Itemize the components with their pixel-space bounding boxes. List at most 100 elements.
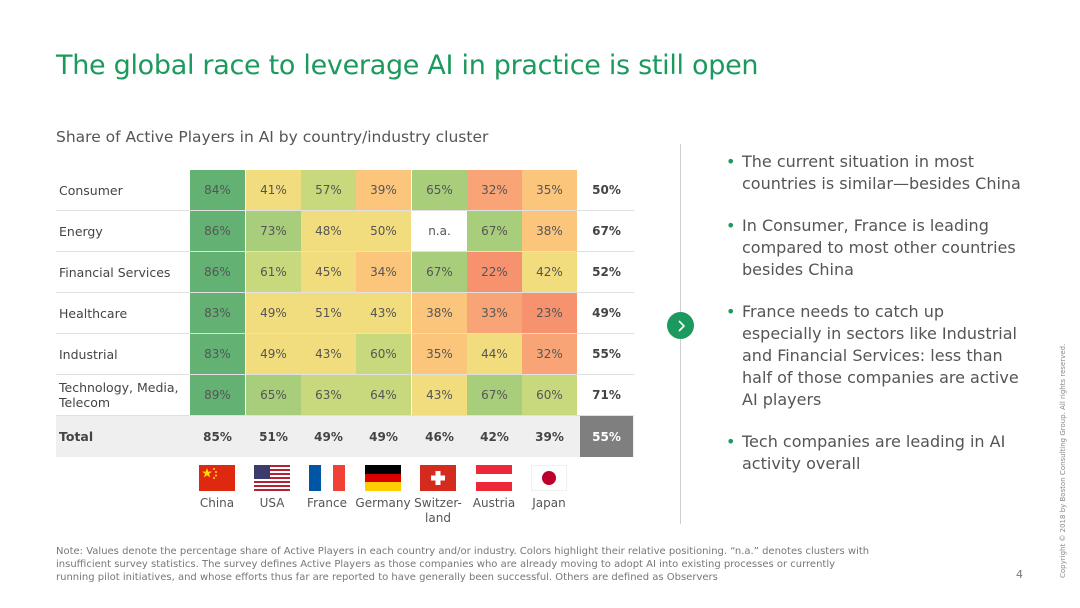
heatmap-cell: 49% xyxy=(246,334,301,374)
country-label: Germany xyxy=(355,496,411,510)
heatmap-cell: 43% xyxy=(356,293,411,333)
takeaway-3: • France needs to catch up especially in … xyxy=(726,302,1019,409)
heatmap-cell: 32% xyxy=(522,334,577,374)
heatmap-cell: 86% xyxy=(190,211,245,251)
heatmap-total-row: Total 85% 51% 49% 49% 46% 42% 39% 55% xyxy=(56,416,634,457)
heatmap-cell: 50% xyxy=(356,211,411,251)
heatmap-cell: 67% xyxy=(467,375,522,415)
copyright-notice: Copyright © 2018 by Boston Consulting Gr… xyxy=(1059,343,1067,578)
chevron-right-icon[interactable] xyxy=(667,312,694,339)
heatmap-cell: 60% xyxy=(522,375,577,415)
heatmap-row: Technology, Media, Telecom 89% 65% 63% 64% 43… xyxy=(56,375,634,416)
bullet-icon: • xyxy=(726,432,736,451)
china-flag-icon xyxy=(199,465,235,491)
row-average-cell: 55% xyxy=(592,347,621,361)
heatmap-cell: 49% xyxy=(369,429,398,444)
heatmap-cell: 49% xyxy=(246,293,301,333)
germany-flag-icon xyxy=(365,465,401,491)
heatmap-cell: 51% xyxy=(301,293,356,333)
heatmap-cell: 60% xyxy=(356,334,411,374)
heatmap-cell: 63% xyxy=(301,375,356,415)
page-number: 4 xyxy=(1016,568,1023,581)
row-label: Total xyxy=(59,429,94,444)
takeaway-2: • In Consumer, France is leading compared… xyxy=(726,216,1016,279)
footnote: Note: Values denote the percentage share… xyxy=(56,546,870,583)
country-label: Austria xyxy=(472,496,516,510)
heatmap-cell: 22% xyxy=(467,252,522,292)
country-label: Switzer-land xyxy=(414,496,462,525)
country-label: France xyxy=(307,496,347,510)
heatmap-cell: 49% xyxy=(314,429,343,444)
key-takeaways: • The current situation in most countries… xyxy=(724,151,1024,495)
heatmap-cell: 44% xyxy=(467,334,522,374)
heatmap-cell: 38% xyxy=(412,293,467,333)
heatmap-cell: 35% xyxy=(522,170,577,210)
row-label: Consumer xyxy=(59,182,123,198)
overall-average-cell: 55% xyxy=(580,416,633,457)
country-label: Japan xyxy=(532,496,566,510)
bullet-icon: • xyxy=(726,216,736,235)
heatmap-cell: 35% xyxy=(412,334,467,374)
bullet-icon: • xyxy=(726,302,736,321)
heatmap-cell: 83% xyxy=(190,334,245,374)
heatmap-cell: 67% xyxy=(467,211,522,251)
heatmap-cell: 39% xyxy=(356,170,411,210)
switzerland-flag-icon xyxy=(420,465,456,491)
row-average-cell: 52% xyxy=(592,265,621,279)
heatmap-cell: 64% xyxy=(356,375,411,415)
heatmap-cell: 73% xyxy=(246,211,301,251)
heatmap-cell: 83% xyxy=(190,293,245,333)
heatmap-cell: 85% xyxy=(203,429,232,444)
heatmap-cell: 51% xyxy=(259,429,288,444)
takeaway-4: • Tech companies are leading in AI activi… xyxy=(726,432,1006,473)
bullet-icon: • xyxy=(726,152,736,171)
heatmap-cell: 43% xyxy=(301,334,356,374)
heatmap-cell: 61% xyxy=(246,252,301,292)
heatmap-row: Healthcare 83% 49% 51% 43% 38% 33% 23% 49% xyxy=(56,293,634,334)
heatmap-row: Financial Services 86% 61% 45% 34% 67% 22% 42% 5… xyxy=(56,252,634,293)
heatmap-cell: n.a. xyxy=(412,211,467,251)
heatmap-cell: 39% xyxy=(535,429,564,444)
heatmap-row: Consumer 84% 41% 57% 39% 65% 32% 35% 50% xyxy=(56,170,634,211)
row-label: Energy xyxy=(59,223,103,239)
heatmap-row: Energy 86% 73% 48% 50% n.a. 67% 38% 67% xyxy=(56,211,634,252)
row-average-cell: 50% xyxy=(592,183,621,197)
heatmap-cell: 42% xyxy=(480,429,509,444)
row-label: Financial Services xyxy=(59,264,171,280)
heatmap-table: Consumer 84% 41% 57% 39% 65% 32% 35% 50% Energy 86… xyxy=(56,170,634,457)
heatmap-cell: 45% xyxy=(301,252,356,292)
heatmap-cell: 67% xyxy=(412,252,467,292)
heatmap-cell: 43% xyxy=(412,375,467,415)
heatmap-cell: 23% xyxy=(522,293,577,333)
heatmap-row: Industrial 83% 49% 43% 60% 35% 44% 32% 55% xyxy=(56,334,634,375)
heatmap-cell: 46% xyxy=(425,429,454,444)
chart-subtitle: Share of Active Players in AI by country… xyxy=(56,128,489,146)
heatmap-cell: 86% xyxy=(190,252,245,292)
row-label: Industrial xyxy=(59,346,118,362)
country-label: China xyxy=(199,496,235,510)
japan-flag-icon xyxy=(531,465,567,491)
austria-flag-icon xyxy=(476,465,512,491)
heatmap-cell: 38% xyxy=(522,211,577,251)
row-average-cell: 49% xyxy=(592,306,621,320)
heatmap-cell: 48% xyxy=(301,211,356,251)
usa-flag-icon xyxy=(254,465,290,491)
heatmap-cell: 89% xyxy=(190,375,245,415)
heatmap-cell: 57% xyxy=(301,170,356,210)
france-flag-icon xyxy=(309,465,345,491)
row-label: Technology, Media, Telecom xyxy=(59,380,179,410)
row-label: Healthcare xyxy=(59,305,128,321)
heatmap-cell: 32% xyxy=(467,170,522,210)
heatmap-cell: 33% xyxy=(467,293,522,333)
page-title: The global race to leverage AI in practi… xyxy=(56,50,759,81)
heatmap-cell: 42% xyxy=(522,252,577,292)
heatmap-cell: 84% xyxy=(190,170,245,210)
heatmap-cell: 34% xyxy=(356,252,411,292)
row-average-cell: 67% xyxy=(592,224,621,238)
heatmap-cell: 65% xyxy=(412,170,467,210)
row-average-cell: 71% xyxy=(592,388,621,402)
takeaway-1: • The current situation in most countries… xyxy=(726,152,1021,193)
heatmap-cell: 41% xyxy=(246,170,301,210)
country-label: USA xyxy=(259,496,285,510)
heatmap-cell: 65% xyxy=(246,375,301,415)
